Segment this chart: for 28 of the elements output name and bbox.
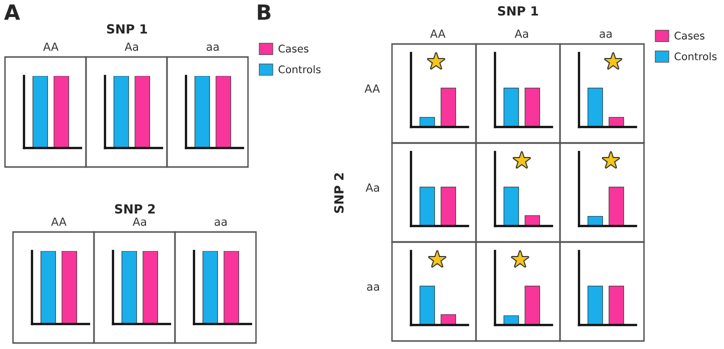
x-tick-label: Aa — [514, 30, 528, 38]
x-tick-label: Aa — [132, 218, 146, 226]
legend-label: Cases — [278, 44, 308, 53]
y-axis-title: AA — [364, 84, 380, 93]
text: SNP 2 — [334, 173, 344, 213]
legend-label: Controls — [674, 52, 717, 60]
y-axis-title: aa — [367, 284, 379, 291]
x-tick-label: AA — [51, 218, 66, 226]
text: ★ — [428, 53, 444, 68]
text: ★ — [605, 53, 622, 68]
x-tick-label: aa — [214, 219, 227, 226]
x-tick-label: aa — [600, 31, 612, 38]
text: ★ — [429, 251, 446, 266]
x-tick-label: AA — [430, 30, 446, 38]
text: A — [4, 4, 20, 20]
text: ★ — [514, 152, 530, 168]
x-tick-label: aa — [206, 44, 219, 51]
text: ★ — [512, 251, 528, 266]
text: B — [258, 4, 270, 20]
text: ★ — [602, 152, 619, 168]
legend-label: Cases — [674, 32, 704, 40]
x-tick-label: Aa — [124, 42, 138, 51]
legend-label: Controls — [278, 65, 321, 74]
y-axis-title: Aa — [366, 183, 379, 192]
text: SNP 1 — [107, 24, 147, 34]
x-tick-label: AA — [43, 42, 58, 51]
text: SNP 2 — [115, 204, 155, 214]
text: SNP 1 — [498, 6, 538, 16]
